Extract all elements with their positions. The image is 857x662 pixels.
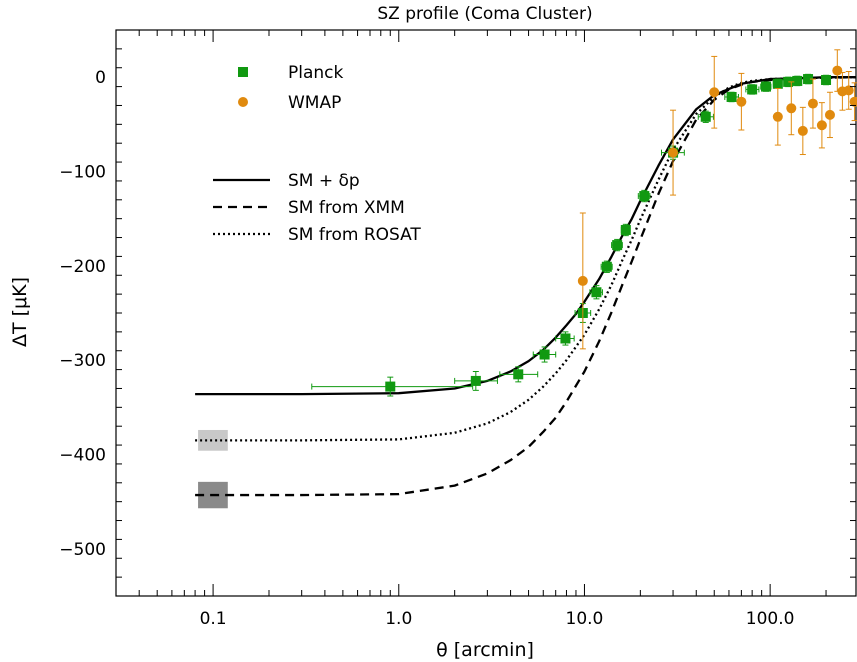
wmap-point [807, 98, 818, 109]
planck-point [539, 349, 550, 360]
wmap-point [668, 147, 679, 158]
planck-point [792, 75, 803, 86]
wmap-point [832, 65, 843, 76]
planck-point [601, 261, 612, 272]
planck-point [470, 375, 481, 386]
planck-point [385, 381, 396, 392]
planck-point [560, 333, 571, 344]
series-line-dashed [195, 76, 857, 497]
y-axis-label: ΔT [μK] [9, 277, 31, 347]
planck-point [772, 78, 783, 89]
wmap-point [772, 111, 783, 122]
legend-label: SM from XMM [288, 198, 405, 218]
y-tick-label: −400 [59, 446, 106, 466]
legend-marker-wmap [238, 97, 248, 107]
legend-label: WMAP [288, 93, 341, 113]
legend-marker-planck [238, 67, 248, 77]
wmap-point [849, 96, 857, 107]
y-tick-label: −100 [59, 163, 106, 183]
wmap-point [577, 275, 588, 286]
plot-area [115, 29, 857, 597]
chart-title: SZ profile (Coma Cluster) [377, 4, 592, 24]
legend: Planck WMAP SM + δp SM from XMM SM from ROSA… [213, 63, 421, 245]
wmap-point [816, 120, 827, 131]
planck-point [821, 74, 832, 85]
series-line-dotted [195, 76, 857, 442]
planck-point [761, 81, 772, 92]
uncertainty-band [198, 429, 228, 451]
planck-point [612, 240, 623, 251]
x-tick-label: 0.1 [200, 609, 227, 629]
y-axis: 0 −100 −200 −300 −400 −500 [59, 29, 856, 597]
y-tick-label: −500 [59, 540, 106, 560]
x-tick-label: 1.0 [385, 609, 412, 629]
planck-point [639, 191, 650, 202]
wmap-point [824, 109, 835, 120]
legend-label: SM from ROSAT [288, 225, 421, 245]
planck-point [726, 91, 737, 102]
wmap-point [797, 125, 808, 136]
x-tick-label: 10.0 [566, 609, 604, 629]
planck-point [620, 224, 631, 235]
planck-point [591, 287, 602, 298]
planck-point [513, 369, 524, 380]
y-tick-label: 0 [95, 68, 106, 88]
wmap-point [843, 85, 854, 96]
legend-label: Planck [288, 63, 344, 83]
planck-point [747, 84, 758, 95]
x-axis-label: θ [arcmin] [436, 639, 534, 661]
wmap-point [736, 96, 747, 107]
y-tick-label: −300 [59, 351, 106, 371]
y-tick-label: −200 [59, 257, 106, 277]
x-tick-label: 100.0 [746, 609, 795, 629]
planck-point [783, 76, 794, 87]
x-axis: 0.1 1.0 10.0 100.0 [115, 30, 827, 629]
plot-frame [115, 29, 857, 597]
planck-point [700, 111, 711, 122]
legend-label: SM + δp [288, 171, 360, 191]
wmap-point [786, 103, 797, 114]
wmap-point [709, 87, 720, 98]
planck-point [803, 74, 814, 85]
